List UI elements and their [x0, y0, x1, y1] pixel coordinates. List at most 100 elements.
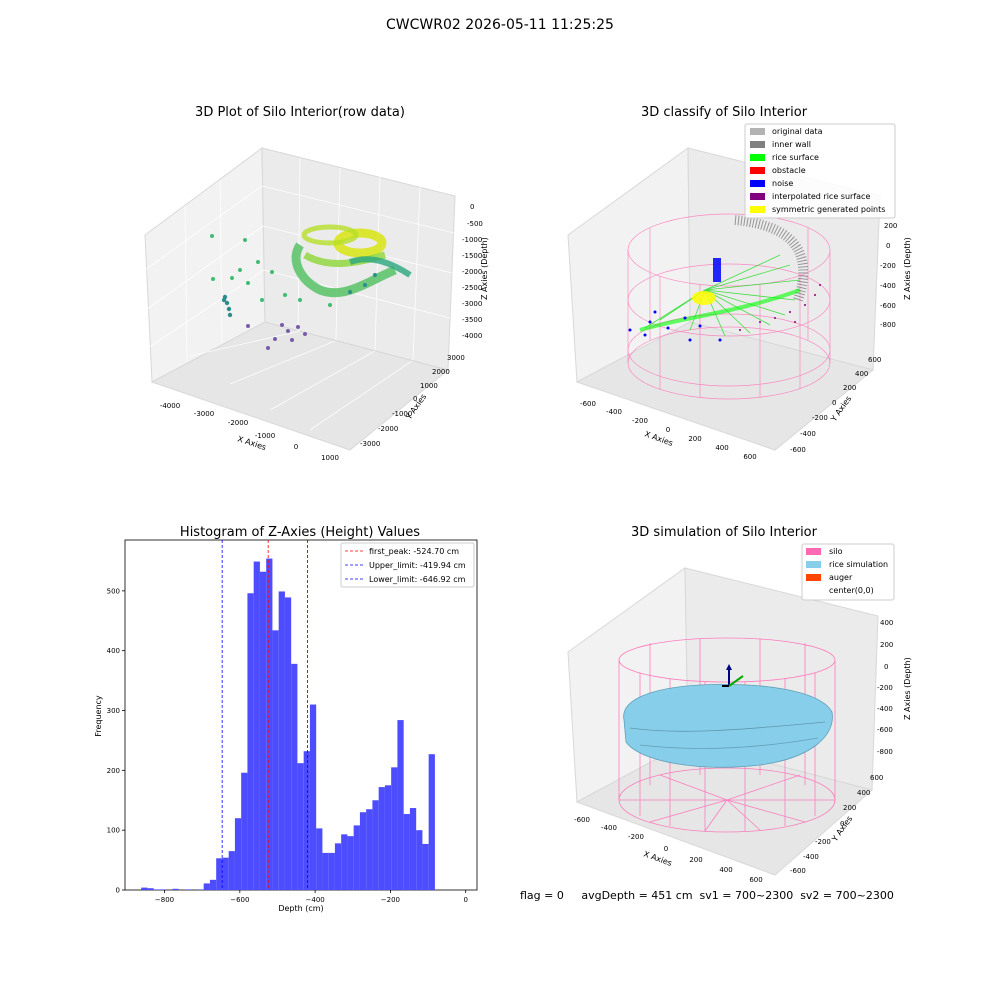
tick-label: 0: [840, 820, 844, 828]
tick-label: -3500: [462, 316, 482, 324]
histogram-bar: [416, 830, 423, 890]
tick-label: 400: [880, 619, 893, 627]
panel2-rice-band: [639, 288, 801, 332]
panel4-rice-contour: [639, 737, 819, 749]
tick-label: -2000: [378, 425, 398, 433]
histogram-bar: [278, 591, 285, 890]
histogram-bar: [147, 888, 154, 890]
tick-label: -600: [574, 816, 590, 824]
panel4-y-ticks: -600 -400 -200 0 200 400 600: [790, 774, 883, 875]
tick-label: -2000: [462, 268, 482, 276]
tick-label: 400: [719, 866, 732, 874]
legend-label: rice surface: [772, 153, 819, 162]
panel2-x-ticks: -600 -400 -200 0 200 400 600: [580, 400, 757, 461]
histogram-y-ticks: 0 100 200 300 400 500: [107, 587, 125, 895]
tick-label: -800: [877, 748, 893, 756]
panel4-zlabel: Z Axies (Depth): [903, 657, 912, 720]
panel-classify-3d: 3D classify of Silo Interior: [567, 105, 912, 461]
legend-label: center(0,0): [829, 586, 874, 595]
tick-label: -1000: [392, 410, 412, 418]
tick-label: 600: [868, 356, 881, 364]
panel-histogram: Histogram of Z-Axies (Height) Values −80…: [94, 525, 478, 913]
histogram-bar: [184, 889, 192, 890]
panel-raw-3d: 3D Plot of Silo Interior(row data): [144, 105, 489, 462]
tick-label: -2500: [462, 284, 482, 292]
histogram-bar: [378, 787, 385, 890]
histogram-bar: [384, 785, 392, 890]
histogram-bar: [159, 889, 167, 890]
histogram-bar: [234, 818, 242, 890]
tick-label: -200: [632, 417, 648, 425]
tick-label: -200: [812, 414, 828, 422]
histogram-bar: [153, 889, 160, 890]
legend-entry: rice surface: [750, 153, 819, 162]
legend-label: rice simulation: [829, 560, 888, 569]
tick-label: 600: [749, 876, 762, 884]
tick-label: 500: [107, 587, 120, 595]
tick-label: 0: [832, 399, 836, 407]
histogram-bar: [284, 597, 292, 890]
tick-label: -2000: [228, 419, 248, 427]
tick-label: 200: [884, 222, 897, 230]
panel3-ylabel: Frequency: [94, 695, 103, 737]
tick-label: -800: [880, 321, 896, 329]
legend-entry: Upper_limit: -419.94 cm: [345, 561, 466, 570]
legend-label: interpolated rice surface: [772, 192, 870, 201]
tick-label: 0: [666, 426, 670, 434]
tick-label: −400: [306, 896, 325, 904]
legend-entry: inner wall: [750, 140, 811, 149]
legend-entry: auger: [806, 573, 853, 582]
tick-label: -200: [877, 684, 893, 692]
histogram-bar: [172, 888, 179, 890]
tick-label: 200: [107, 767, 120, 775]
tick-label: 200: [843, 384, 856, 392]
histogram-bar: [328, 852, 335, 890]
tick-label: 400: [857, 789, 870, 797]
tick-label: -400: [880, 282, 896, 290]
tick-label: -400: [606, 408, 622, 416]
panel2-noise-points: [628, 258, 722, 342]
tick-label: -200: [880, 262, 896, 270]
histogram-bar: [391, 767, 398, 890]
tick-label: 0: [294, 443, 298, 451]
tick-label: 600: [870, 774, 883, 782]
histogram-bar: [241, 772, 248, 890]
histogram-bar: [197, 889, 204, 890]
tick-label: 400: [855, 370, 868, 378]
histogram-bar: [309, 704, 317, 890]
panel1-floor-pane: [150, 321, 450, 451]
panel3-title: Histogram of Z-Axies (Height) Values: [180, 525, 420, 540]
panel4-rice-contour: [629, 721, 826, 732]
tick-label: -600: [790, 867, 806, 875]
histogram-bar: [291, 663, 298, 890]
tick-label: -200: [815, 838, 831, 846]
legend-entry: obstacle: [750, 166, 806, 175]
legend-label: original data: [772, 127, 823, 136]
panel-simulation-3d: 3D simulation of Silo Interior: [567, 525, 912, 884]
tick-label: -3000: [462, 300, 482, 308]
tick-label: 1000: [420, 382, 438, 390]
histogram-bar: [366, 809, 373, 890]
tick-label: 200: [880, 641, 893, 649]
tick-label: -1000: [462, 236, 482, 244]
histogram-bar: [353, 825, 360, 890]
panel4-title: 3D simulation of Silo Interior: [631, 525, 818, 540]
legend-label: noise: [772, 179, 793, 188]
histogram-bar: [297, 763, 304, 890]
legend-label: Upper_limit: -419.94 cm: [369, 561, 466, 570]
tick-label: -1000: [255, 432, 275, 440]
tick-label: −800: [155, 896, 174, 904]
tick-label: -200: [628, 833, 644, 841]
tick-label: -400: [803, 853, 819, 861]
tick-label: -3000: [194, 410, 214, 418]
tick-label: 0: [413, 395, 417, 403]
legend-entry: original data: [750, 127, 823, 136]
legend-entry: symmetric generated points: [750, 205, 885, 214]
panel4-legend: silo rice simulation auger center(0,0): [801, 543, 895, 601]
tick-label: 600: [743, 453, 756, 461]
panel3-legend: first_peak: -524.70 cm Upper_limit: -419…: [340, 542, 475, 588]
histogram-x-ticks: −800 −600 −400 −200 0: [155, 890, 468, 904]
histogram-bar: [359, 812, 367, 890]
histogram-bar: [209, 879, 217, 890]
tick-label: 0: [664, 845, 668, 853]
